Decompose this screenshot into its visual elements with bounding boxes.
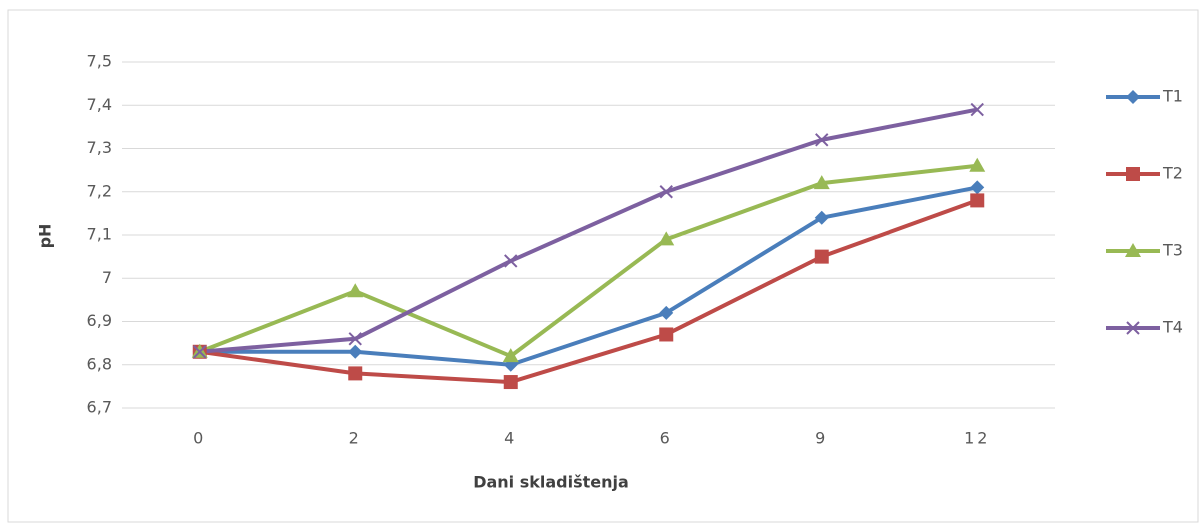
data-point <box>502 348 519 363</box>
data-point <box>347 283 364 298</box>
y-tick-label: 7 <box>102 268 112 287</box>
data-point <box>659 327 674 342</box>
data-point <box>969 157 986 172</box>
data-point <box>813 175 830 190</box>
data-point <box>659 305 674 320</box>
legend-marker <box>1126 90 1140 104</box>
data-point <box>970 180 985 195</box>
data-point <box>970 193 985 208</box>
data-point <box>814 210 829 225</box>
y-tick-label: 7,4 <box>87 95 112 114</box>
legend-label: T1 <box>1162 87 1183 106</box>
y-axis-title: pH <box>36 224 55 249</box>
legend-label: T3 <box>1162 241 1183 260</box>
data-point <box>970 102 984 117</box>
y-tick-label: 7,3 <box>87 138 112 157</box>
data-point <box>348 366 363 381</box>
data-point <box>503 375 518 390</box>
x-axis-title: Dani skladištenja <box>473 473 629 492</box>
chart-frame <box>7 9 1199 523</box>
data-point <box>348 344 363 359</box>
data-point <box>659 185 673 199</box>
series-line <box>199 107 978 354</box>
x-tick-label: 9 <box>815 429 828 448</box>
legend-label: T2 <box>1162 164 1183 183</box>
series-line <box>199 198 978 385</box>
data-point <box>193 345 207 359</box>
data-point <box>504 254 518 268</box>
data-point <box>348 332 362 346</box>
legend-marker <box>1126 321 1140 335</box>
series-line <box>199 163 978 359</box>
legend-marker <box>1125 243 1141 257</box>
legend-label: T4 <box>1162 318 1183 337</box>
x-tick-label: 0 <box>193 429 206 448</box>
data-point <box>814 249 829 264</box>
y-tick-label: 7,1 <box>87 225 112 244</box>
y-tick-label: 7,2 <box>87 181 112 200</box>
x-tick-label: 12 <box>964 429 990 448</box>
y-tick-label: 6,9 <box>87 311 112 330</box>
x-tick-label: 4 <box>504 429 517 448</box>
data-point <box>815 133 829 147</box>
series-line <box>199 185 978 367</box>
y-tick-label: 6,8 <box>87 354 112 373</box>
x-tick-label: 6 <box>660 429 673 448</box>
legend-marker <box>1126 167 1140 181</box>
y-tick-label: 6,7 <box>87 398 112 417</box>
x-tick-label: 2 <box>349 429 362 448</box>
data-point <box>658 231 675 246</box>
y-tick-label: 7,5 <box>87 52 112 71</box>
